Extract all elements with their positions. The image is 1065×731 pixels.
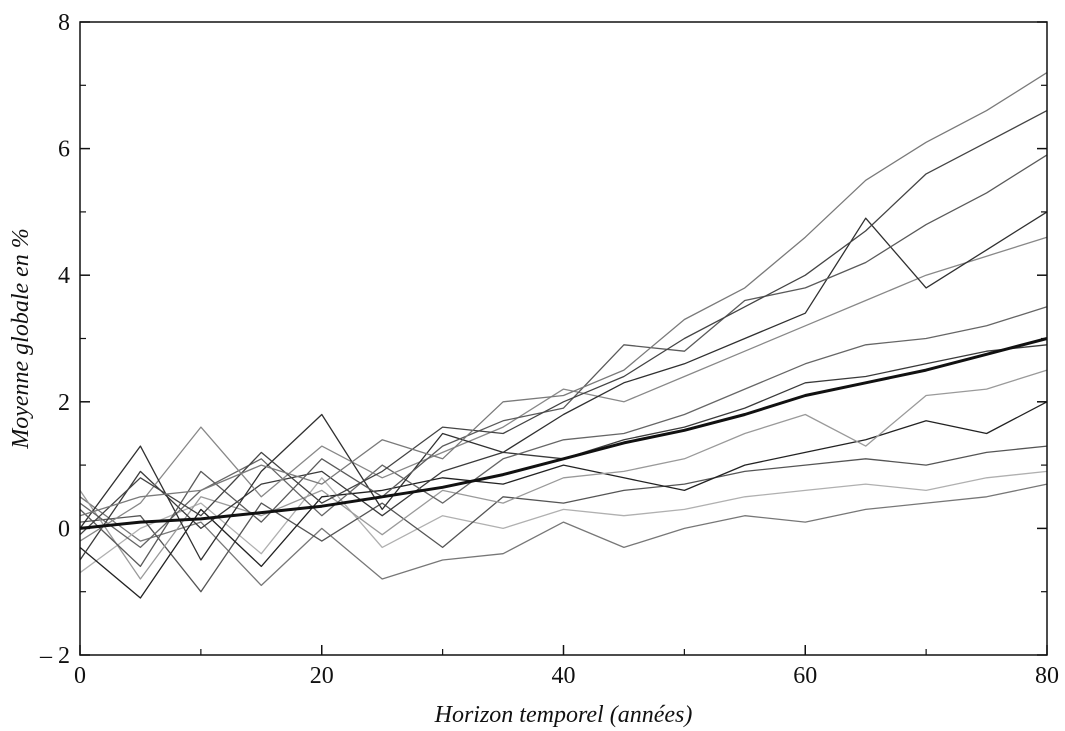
series-layer [79, 72, 1048, 599]
x-tick-label: 0 [74, 663, 86, 689]
series-line-7 [79, 306, 1048, 549]
series-line-4 [79, 154, 1048, 568]
x-tick-label: 60 [793, 663, 817, 689]
series-line-9 [79, 369, 1048, 580]
series-line-3 [79, 110, 1048, 536]
y-tick-label: 2 [58, 390, 70, 416]
series-line-12 [79, 470, 1048, 574]
series-line-6 [79, 236, 1048, 542]
x-tick-label: 80 [1035, 663, 1059, 689]
series-line-8 [79, 344, 1048, 561]
y-tick-label: – 2 [39, 643, 70, 669]
series-line-5 [79, 211, 1048, 561]
y-tick-label: 6 [58, 137, 70, 163]
y-axis-title: Moyenne globale en % [8, 228, 34, 450]
series-line-11 [79, 445, 1048, 593]
plot-frame [79, 21, 1048, 656]
y-tick-label: 0 [58, 516, 70, 542]
x-axis-title: Horizon temporel (années) [434, 702, 693, 728]
x-tick-label: 20 [310, 663, 334, 689]
series-line-1 [79, 337, 1048, 530]
y-tick-label: 4 [58, 263, 70, 289]
series-line-2 [79, 72, 1048, 517]
y-tick-label: 8 [58, 10, 70, 36]
x-tick-label: 40 [552, 663, 576, 689]
series-line-13 [79, 483, 1048, 587]
series-line-10 [79, 401, 1048, 599]
